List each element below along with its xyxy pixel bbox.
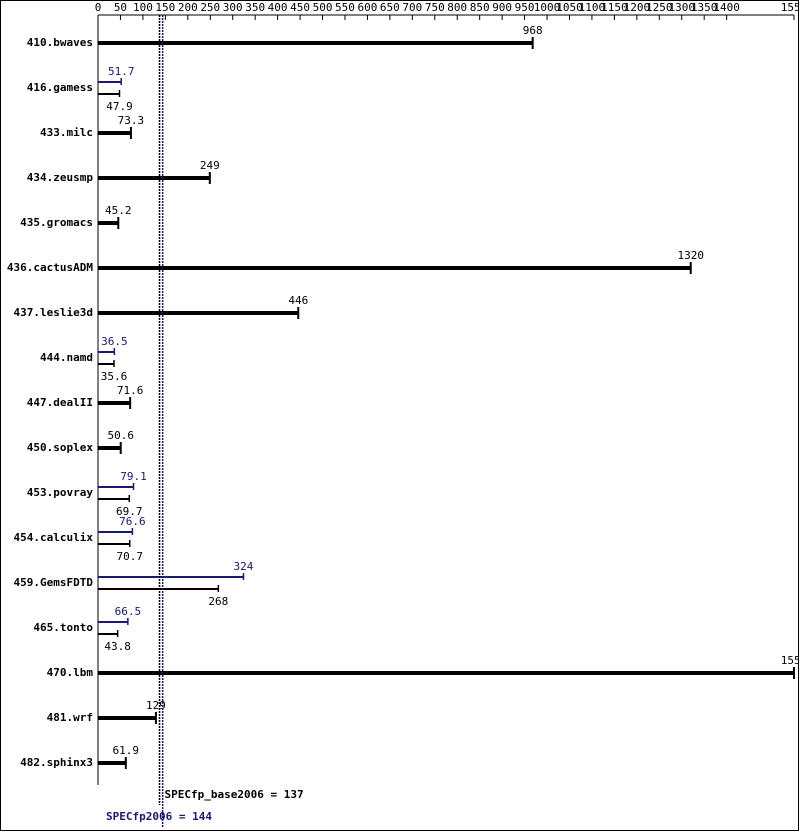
bar: [98, 176, 210, 180]
x-tick-label: 550: [335, 1, 355, 14]
category-label: 435.gromacs: [20, 216, 93, 229]
category-label: 482.sphinx3: [20, 756, 93, 769]
bar: [98, 311, 299, 315]
value-label: 35.6: [101, 370, 128, 383]
x-tick-label: 250: [200, 1, 220, 14]
reference-label: SPECfp_base2006 = 137: [165, 788, 304, 801]
peak-bar: [98, 621, 128, 623]
peak-bar: [98, 351, 115, 353]
value-label: 446: [288, 294, 308, 307]
category-label: 459.GemsFDTD: [14, 576, 94, 589]
category-label: 481.wrf: [47, 711, 93, 724]
base-bar: [98, 633, 118, 635]
category-label: 410.bwaves: [27, 36, 93, 49]
value-label: 73.3: [118, 114, 145, 127]
value-label: 45.2: [105, 204, 132, 217]
x-tick-label: 650: [380, 1, 400, 14]
base-bar: [98, 363, 114, 365]
x-tick-label: 900: [492, 1, 512, 14]
category-label: 470.lbm: [47, 666, 94, 679]
x-tick-label: 800: [447, 1, 467, 14]
bar: [98, 221, 119, 225]
peak-bar: [98, 486, 134, 488]
value-label: 968: [523, 24, 543, 37]
bar: [98, 716, 156, 720]
value-label: 69.7: [116, 505, 143, 518]
value-label: 249: [200, 159, 220, 172]
base-bar: [98, 93, 120, 95]
x-tick-label: 1150: [601, 1, 628, 14]
x-tick-label: 150: [155, 1, 175, 14]
x-tick-label: 400: [268, 1, 288, 14]
value-label: 47.9: [106, 100, 133, 113]
x-tick-label: 50: [114, 1, 127, 14]
peak-bar: [98, 81, 122, 83]
x-tick-label: 950: [515, 1, 535, 14]
x-tick-label: 0: [95, 1, 102, 14]
x-tick-label: 750: [425, 1, 445, 14]
x-tick-label: 1200: [624, 1, 651, 14]
bar: [98, 41, 533, 45]
reference-label: SPECfp2006 = 144: [106, 810, 212, 823]
value-label: 1550: [781, 654, 799, 667]
category-label: 433.milc: [40, 126, 93, 139]
x-tick-label: 500: [313, 1, 333, 14]
x-tick-label: 350: [245, 1, 265, 14]
value-label: 50.6: [107, 429, 134, 442]
value-label: 36.5: [101, 335, 128, 348]
value-label: 1320: [677, 249, 704, 262]
bar: [98, 671, 794, 675]
x-tick-label: 1100: [579, 1, 606, 14]
x-tick-label: 1300: [668, 1, 695, 14]
category-label: 437.leslie3d: [14, 306, 93, 319]
value-label: 43.8: [104, 640, 131, 653]
x-tick-label: 1550: [781, 1, 799, 14]
category-label: 447.dealII: [27, 396, 93, 409]
category-label: 444.namd: [40, 351, 93, 364]
value-label: 70.7: [116, 550, 143, 563]
x-tick-label: 1050: [556, 1, 583, 14]
value-label: 268: [208, 595, 228, 608]
base-bar: [98, 543, 130, 545]
x-tick-label: 1000: [534, 1, 561, 14]
value-label: 79.1: [120, 470, 147, 483]
bar: [98, 266, 691, 270]
x-tick-label: 1250: [646, 1, 673, 14]
value-label: 76.6: [119, 515, 146, 528]
x-tick-label: 600: [357, 1, 377, 14]
x-tick-label: 200: [178, 1, 198, 14]
x-tick-label: 850: [470, 1, 490, 14]
category-label: 453.povray: [27, 486, 94, 499]
base-bar: [98, 498, 130, 500]
bar: [98, 131, 131, 135]
category-label: 436.cactusADM: [7, 261, 93, 274]
category-label: 416.gamess: [27, 81, 93, 94]
x-tick-label: 1350: [691, 1, 718, 14]
peak-bar: [98, 531, 133, 533]
category-label: 434.zeusmp: [27, 171, 94, 184]
x-tick-label: 100: [133, 1, 153, 14]
bar: [98, 761, 126, 765]
value-label: 129: [146, 699, 166, 712]
category-label: 454.calculix: [14, 531, 94, 544]
x-tick-label: 1400: [713, 1, 740, 14]
x-tick-label: 450: [290, 1, 310, 14]
value-label: 51.7: [108, 65, 135, 78]
value-label: 71.6: [117, 384, 144, 397]
bar: [98, 446, 121, 450]
value-label: 324: [234, 560, 254, 573]
value-label: 61.9: [113, 744, 140, 757]
x-tick-label: 700: [402, 1, 422, 14]
bar: [98, 401, 131, 405]
category-label: 450.soplex: [27, 441, 94, 454]
base-bar: [98, 588, 219, 590]
category-label: 465.tonto: [33, 621, 93, 634]
x-tick-label: 300: [223, 1, 243, 14]
value-label: 66.5: [115, 605, 142, 618]
peak-bar: [98, 576, 244, 578]
